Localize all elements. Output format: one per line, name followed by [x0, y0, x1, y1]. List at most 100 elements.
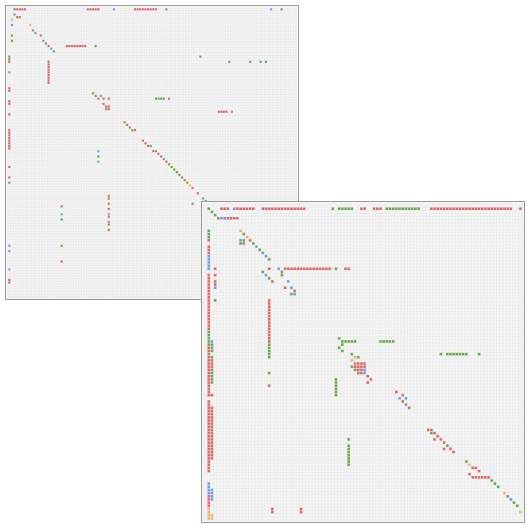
- matrix-cell: [496, 207, 500, 211]
- matrix-cell: [232, 216, 236, 220]
- matrix-cell: [207, 425, 211, 429]
- matrix-cell: [207, 289, 211, 293]
- matrix-cell: [213, 273, 217, 277]
- matrix-cell: [223, 207, 226, 211]
- matrix-cell: [480, 207, 484, 211]
- matrix-cell: [379, 340, 382, 343]
- matrix-cell: [207, 258, 211, 261]
- matrix-cell: [202, 197, 205, 200]
- matrix-cell: [350, 352, 354, 356]
- matrix-cell: [299, 267, 303, 271]
- matrix-cell: [337, 207, 341, 211]
- matrix-cell: [382, 340, 385, 343]
- matrix-cell: [105, 108, 108, 111]
- matrix-cell: [458, 207, 462, 211]
- matrix-cell: [334, 381, 338, 384]
- matrix-cell: [8, 142, 11, 145]
- matrix-cell: [16, 8, 19, 11]
- matrix-cell: [94, 8, 97, 11]
- matrix-cell: [10, 18, 13, 21]
- matrix-cell: [207, 359, 211, 362]
- matrix-cell: [299, 207, 303, 211]
- matrix-cell: [23, 8, 27, 11]
- matrix-cell: [267, 346, 271, 350]
- matrix-cell: [490, 207, 494, 211]
- matrix-cell: [407, 207, 411, 211]
- matrix-cell: [353, 340, 357, 343]
- matrix-cell: [347, 207, 350, 211]
- matrix-cell: [207, 378, 211, 381]
- matrix-cell: [287, 267, 290, 271]
- matrix-cell: [379, 207, 382, 211]
- matrix-cell: [207, 330, 211, 334]
- matrix-cell: [207, 457, 211, 460]
- matrix-cell: [47, 63, 50, 66]
- matrix-cell: [154, 150, 157, 153]
- matrix-cell: [207, 283, 211, 286]
- matrix-cell: [105, 105, 108, 108]
- matrix-cell: [468, 472, 471, 476]
- matrix-cell: [207, 356, 211, 359]
- matrix-cell: [242, 232, 246, 236]
- matrix-cell: [210, 447, 214, 451]
- matrix-cell: [360, 365, 363, 369]
- matrix-cell: [430, 207, 433, 211]
- matrix-cell: [207, 295, 211, 299]
- matrix-cell: [480, 476, 484, 479]
- matrix-cell: [356, 365, 360, 369]
- matrix-cell: [47, 60, 50, 63]
- matrix-cell: [490, 479, 494, 482]
- zoom-matrix-panel: [201, 201, 525, 523]
- matrix-cell: [210, 378, 214, 381]
- matrix-cell: [252, 207, 255, 211]
- matrix-cell: [267, 299, 271, 302]
- matrix-cell: [477, 469, 481, 473]
- matrix-cell: [47, 45, 50, 48]
- matrix-cell: [213, 283, 217, 286]
- matrix-cell: [210, 495, 214, 498]
- matrix-cell: [519, 510, 522, 514]
- matrix-cell: [356, 368, 360, 372]
- matrix-cell: [315, 267, 319, 271]
- matrix-cell: [503, 491, 506, 495]
- matrix-grid: [203, 203, 523, 521]
- matrix-cell: [353, 356, 357, 359]
- matrix-cell: [107, 97, 110, 100]
- matrix-cell: [207, 498, 211, 501]
- matrix-cell: [404, 403, 408, 406]
- matrix-cell: [207, 374, 211, 378]
- matrix-cell: [207, 239, 211, 242]
- matrix-cell: [207, 422, 211, 425]
- matrix-cell: [99, 94, 102, 98]
- matrix-cell: [165, 8, 168, 11]
- matrix-cell: [207, 340, 211, 343]
- matrix-cell: [207, 409, 211, 413]
- matrix-cell: [207, 387, 211, 391]
- matrix-cell: [210, 428, 214, 432]
- matrix-cell: [222, 110, 226, 113]
- matrix-cell: [369, 378, 373, 381]
- matrix-cell: [296, 267, 300, 271]
- matrix-cell: [213, 286, 217, 290]
- matrix-cell: [167, 163, 171, 166]
- matrix-cell: [267, 343, 271, 346]
- matrix-cell: [213, 213, 217, 217]
- matrix-cell: [210, 425, 214, 429]
- matrix-cell: [318, 267, 322, 271]
- matrix-cell: [152, 8, 155, 11]
- matrix-grid: [7, 7, 297, 298]
- matrix-cell: [207, 435, 211, 438]
- matrix-cell: [249, 60, 252, 63]
- matrix-cell: [196, 192, 199, 195]
- matrix-cell: [210, 381, 214, 384]
- matrix-cell: [500, 207, 503, 211]
- matrix-cell: [152, 150, 155, 153]
- matrix-cell: [328, 267, 331, 271]
- matrix-cell: [47, 73, 50, 77]
- matrix-cell: [39, 34, 42, 37]
- matrix-cell: [493, 482, 497, 485]
- matrix-cell: [404, 207, 408, 211]
- matrix-cell: [236, 207, 239, 211]
- matrix-cell: [60, 260, 63, 263]
- matrix-cell: [452, 352, 455, 356]
